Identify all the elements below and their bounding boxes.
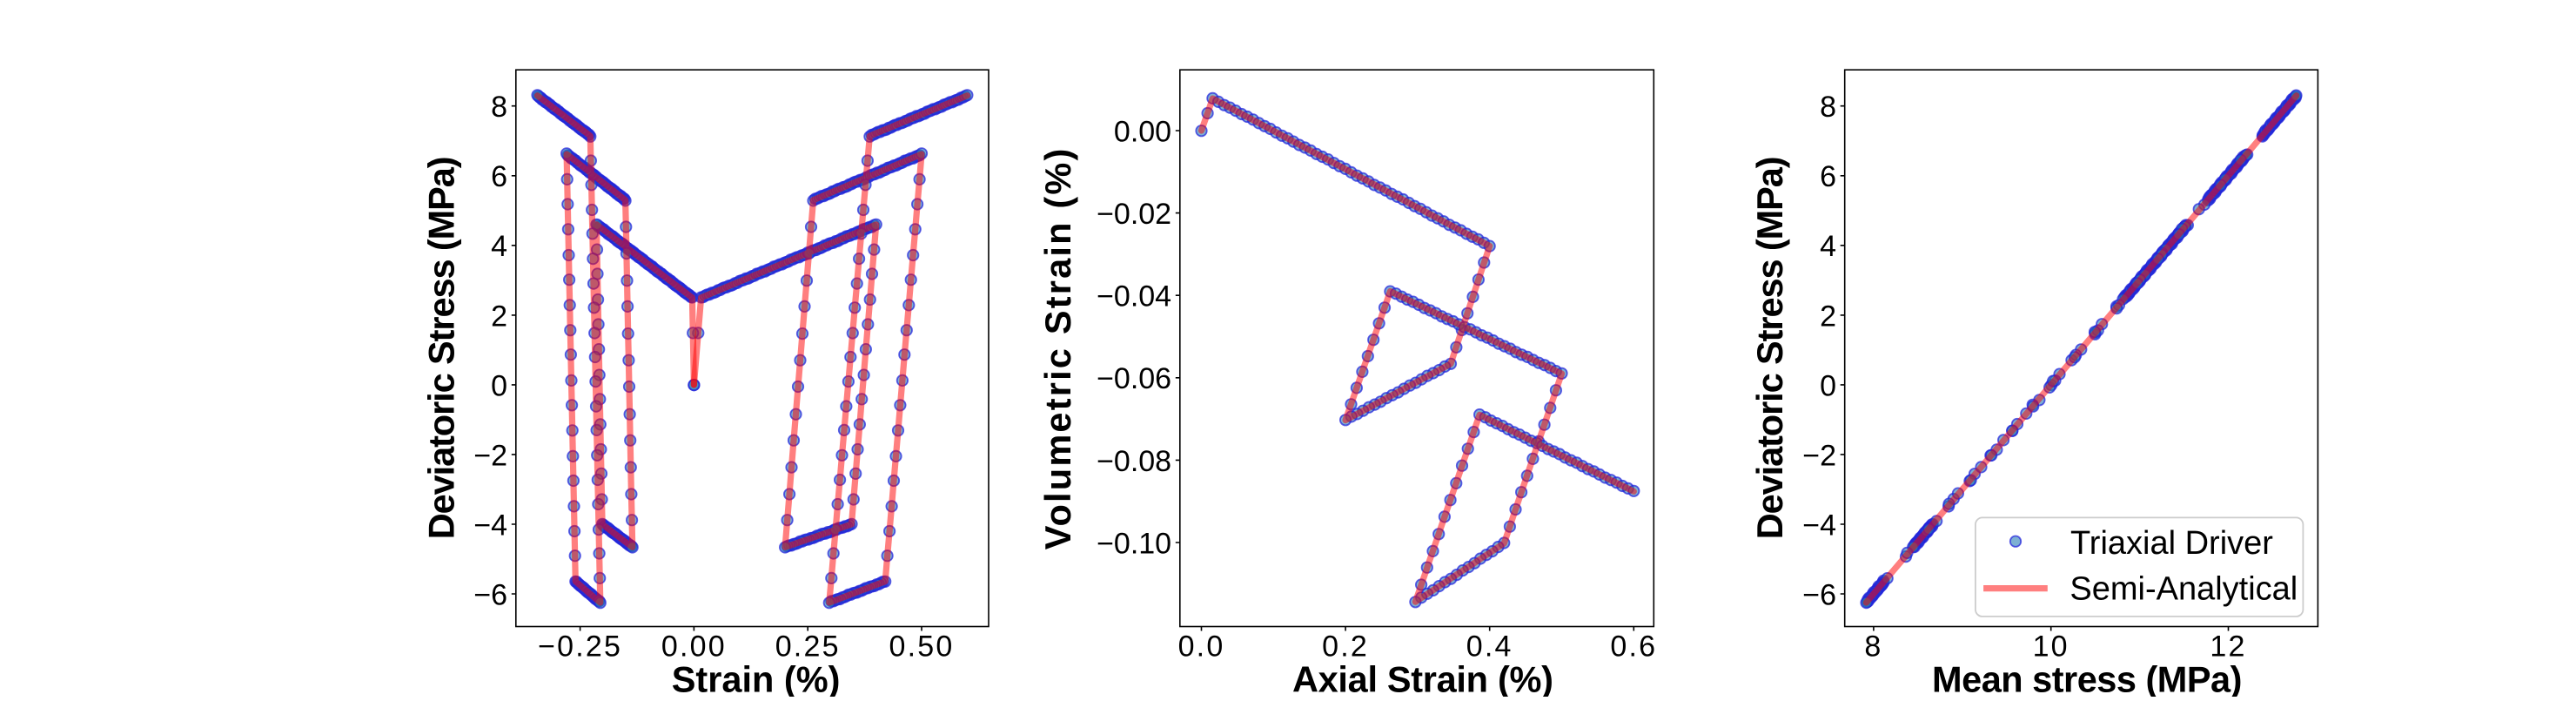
svg-text:Axial Strain (%): Axial Strain (%) (1292, 658, 1553, 697)
svg-text:10: 10 (2033, 630, 2070, 664)
svg-text:−6: −6 (1802, 578, 1836, 611)
svg-text:Deviatoric Stress (MPa): Deviatoric Stress (MPa) (421, 158, 462, 540)
svg-text:4: 4 (1820, 230, 1836, 263)
svg-text:2: 2 (491, 300, 507, 333)
svg-text:−0.06: −0.06 (1097, 362, 1171, 395)
svg-text:0.50: 0.50 (889, 630, 955, 664)
svg-text:6: 6 (491, 160, 507, 193)
svg-text:−0.08: −0.08 (1097, 445, 1171, 478)
svg-text:−0.04: −0.04 (1097, 280, 1171, 313)
svg-text:0.25: 0.25 (775, 630, 841, 664)
svg-text:−2: −2 (1802, 439, 1836, 472)
svg-text:Deviatoric Stress (MPa): Deviatoric Stress (MPa) (1749, 158, 1790, 540)
svg-text:−4: −4 (1802, 509, 1836, 542)
svg-text:Strain (%): Strain (%) (672, 658, 841, 697)
svg-text:8: 8 (491, 91, 507, 124)
svg-text:8: 8 (1864, 630, 1882, 664)
svg-text:−0.10: −0.10 (1097, 527, 1171, 560)
svg-text:8: 8 (1820, 91, 1836, 124)
svg-text:Mean stress (MPa): Mean stress (MPa) (1932, 658, 2242, 697)
svg-text:2: 2 (1820, 300, 1836, 333)
svg-text:−2: −2 (473, 439, 507, 472)
svg-text:6: 6 (1820, 160, 1836, 193)
svg-text:−0.25: −0.25 (538, 630, 622, 664)
svg-text:0.00: 0.00 (1114, 115, 1171, 148)
svg-text:−0.02: −0.02 (1097, 198, 1171, 231)
svg-text:4: 4 (491, 230, 507, 263)
svg-text:12: 12 (2210, 630, 2246, 664)
svg-text:Triaxial Driver: Triaxial Driver (2070, 525, 2273, 562)
svg-text:0: 0 (1820, 369, 1836, 402)
svg-text:0.2: 0.2 (1322, 630, 1369, 664)
svg-text:0: 0 (491, 369, 507, 402)
svg-text:−6: −6 (473, 578, 507, 611)
svg-text:Volumetric Strain (%): Volumetric Strain (%) (1037, 146, 1078, 549)
svg-text:0.4: 0.4 (1466, 630, 1513, 664)
svg-text:0.0: 0.0 (1178, 630, 1225, 664)
svg-text:0.00: 0.00 (661, 630, 727, 664)
svg-text:Semi-Analytical: Semi-Analytical (2070, 571, 2298, 608)
svg-text:−4: −4 (473, 509, 507, 542)
svg-text:0.6: 0.6 (1610, 630, 1657, 664)
